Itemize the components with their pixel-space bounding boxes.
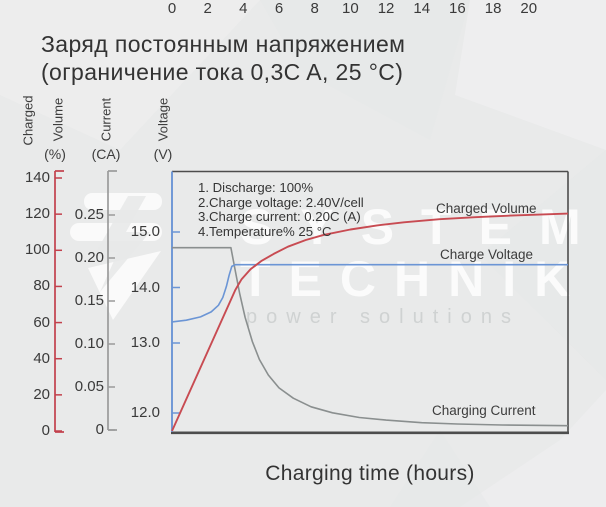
axis-unit-ca: (CA) (91, 146, 121, 162)
axis-title-charged: Charged (20, 95, 36, 146)
x-tick-label: 14 (413, 0, 431, 17)
legend-item-voltage: 2.Charge voltage: 2.40V/cell (198, 194, 364, 210)
x-tick-label: 16 (449, 0, 466, 17)
charged-volume-tick-label: 100 (24, 241, 50, 259)
current-tick-label: 0.25 (74, 206, 104, 223)
current-tick-label: 0 (95, 421, 104, 438)
axis-title-voltage: Voltage (155, 97, 171, 142)
voltage-tick-label: 13.0 (130, 334, 160, 351)
x-tick-label: 2 (203, 0, 212, 17)
label-charge-voltage: Charge Voltage (440, 247, 534, 262)
axis-title-current: Current (98, 97, 114, 142)
current-tick-label: 0.20 (74, 249, 104, 266)
current-tick-label: 0.05 (74, 378, 104, 395)
series-line-charge-voltage (171, 263, 568, 323)
charged-volume-tick-label: 140 (24, 169, 50, 186)
label-charged-volume: Charged Volume (436, 201, 537, 216)
charged-volume-tick-label: 60 (33, 313, 50, 331)
watermark-brand-line1: SYSTEM (240, 199, 606, 255)
axis-title-volume: Volume (50, 97, 66, 142)
x-tick-label: 0 (167, 0, 177, 17)
current-tick-label: 0.10 (74, 335, 104, 352)
watermark-tagline: power solutions (246, 306, 520, 328)
charged-volume-tick-label: 120 (24, 205, 50, 223)
charged-volume-tick-label: 0 (41, 422, 50, 439)
x-axis-title: Charging time (hours) (265, 462, 475, 485)
charged-volume-tick-label: 40 (33, 349, 50, 367)
chart-title-line1: Заряд постоянным напряжением (41, 31, 406, 57)
x-tick-label: 10 (342, 0, 359, 17)
label-charging-current: Charging Current (432, 403, 536, 418)
legend-item-current: 3.Charge current: 0.20C (A) (198, 209, 361, 225)
series-line-charged-volume (171, 212, 569, 432)
x-tick-label: 20 (520, 0, 538, 17)
x-tick-label: 8 (310, 0, 319, 17)
x-tick-label: 4 (239, 0, 248, 17)
chart-title-line2: (ограничение тока 0,3C A, 25 °C) (41, 59, 404, 85)
conditions-legend: 1. Discharge: 100% 2.Charge voltage: 2.4… (198, 180, 364, 239)
current-tick-label: 0.15 (74, 292, 104, 309)
axis-unit-v: (V) (153, 146, 173, 162)
charged-volume-tick-label: 20 (33, 385, 50, 403)
watermark-brand-line2: TECHNIK (240, 251, 589, 307)
x-tick-label: 12 (377, 0, 395, 17)
x-tick-label: 18 (484, 0, 502, 17)
voltage-tick-label: 14.0 (130, 278, 160, 296)
x-tick-label: 6 (274, 0, 284, 17)
series-line-charging-current (172, 246, 569, 427)
voltage-tick-label: 12.0 (130, 404, 160, 421)
legend-item-discharge: 1. Discharge: 100% (198, 180, 314, 195)
axis-unit-percent: (%) (44, 146, 66, 162)
charged-volume-tick-label: 80 (33, 277, 50, 295)
legend-item-temperature: 4.Temperature% 25 °C (198, 223, 332, 239)
voltage-tick-label: 15.0 (130, 223, 160, 240)
